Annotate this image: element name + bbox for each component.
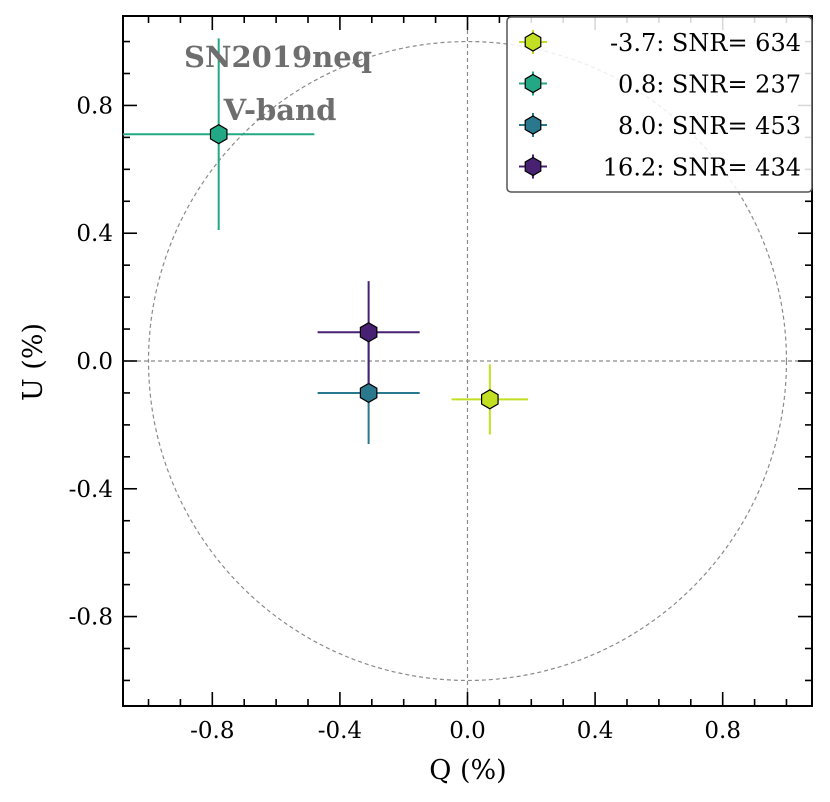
x-tick-label: 0.4 [577, 718, 614, 744]
annotation-band: V-band [223, 93, 337, 127]
legend-item-2: 0.8: SNR= 237 [519, 71, 801, 99]
legend-items: -3.7: SNR= 634 0.8: SNR= 237 8.0: SNR= 4… [519, 29, 801, 182]
legend-label: 0.8: SNR= 237 [618, 71, 801, 99]
legend-item-1: -3.7: SNR= 634 [519, 29, 801, 57]
legend: -3.7: SNR= 634 0.8: SNR= 237 8.0: SNR= 4… [506, 16, 813, 193]
hexagon-marker [359, 382, 378, 404]
y-tick-label: 0.0 [76, 349, 113, 375]
legend-label: 8.0: SNR= 453 [618, 112, 801, 140]
annotation-object: SN2019neq [184, 40, 372, 74]
data-point-2 [123, 38, 315, 231]
hexagon-marker [359, 322, 378, 343]
x-axis-label: Q (%) [429, 755, 506, 786]
y-axis-label: U (%) [18, 323, 49, 401]
data-point-4 [317, 281, 420, 384]
x-tick-label: -0.8 [190, 718, 234, 744]
legend-item-4: 16.2: SNR= 434 [519, 154, 801, 182]
legend-hexagon-marker [524, 156, 542, 177]
legend-hexagon-marker [524, 73, 542, 94]
data-point-1 [451, 364, 529, 435]
y-tick-label: 0.4 [76, 221, 113, 247]
legend-label: -3.7: SNR= 634 [610, 29, 801, 57]
x-tick-label: 0.0 [449, 718, 486, 744]
data-markers [123, 38, 529, 445]
legend-frame [506, 16, 813, 193]
y-tick-label: -0.8 [69, 605, 113, 631]
x-tick-label: 0.8 [704, 718, 741, 744]
legend-hexagon-marker [524, 32, 542, 52]
y-tick-label: 0.8 [76, 93, 113, 119]
legend-label: 16.2: SNR= 434 [603, 154, 801, 182]
legend-item-3: 8.0: SNR= 453 [519, 112, 801, 140]
legend-hexagon-marker [524, 115, 542, 135]
tick-labels: -0.8 -0.4 0.0 0.4 0.8 0.8 0.4 0.0 -0.4 -0.8 [69, 93, 741, 744]
y-tick-label: -0.4 [69, 477, 113, 503]
hexagon-marker [481, 389, 499, 410]
hexagon-marker [209, 123, 228, 145]
reference-circle [147, 40, 788, 682]
x-tick-label: -0.4 [318, 718, 362, 744]
